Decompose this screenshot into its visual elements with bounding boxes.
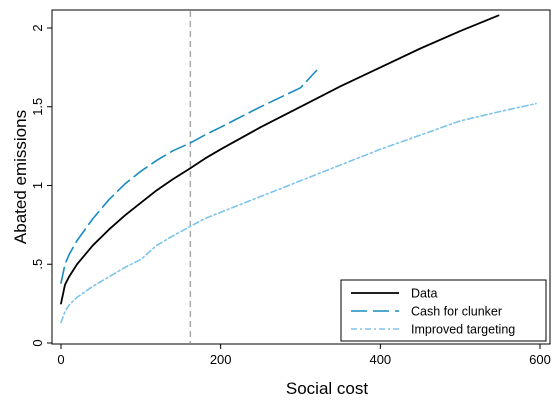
y-tick-label-3: 1.5 [30, 98, 45, 116]
y-axis-title: Abated emissions [11, 110, 30, 244]
y-tick-label-0: 0 [30, 339, 45, 346]
x-tick-label-2: 400 [369, 352, 391, 367]
y-tick-label-2: 1 [30, 182, 45, 189]
series-line-1 [60, 69, 318, 284]
y-tick-label-4: 2 [30, 24, 45, 31]
series-line-0 [60, 14, 500, 305]
x-tick-label-1: 200 [210, 352, 232, 367]
x-tick-label-3: 600 [529, 352, 551, 367]
series-line-2 [60, 102, 537, 324]
axes: 0 200 400 600 0 .5 1 1.5 2 [30, 9, 551, 367]
x-tick-label-0: 0 [57, 352, 64, 367]
y-tick-label-1: .5 [30, 259, 45, 270]
x-axis-title: Social cost [286, 379, 368, 398]
legend-label-0: Data [411, 287, 437, 301]
legend-label-2: Improved targeting [411, 323, 515, 337]
legend: Data Cash for clunker Improved targeting [340, 279, 547, 342]
plot-frame [51, 9, 551, 345]
plot-area [60, 11, 537, 343]
legend-label-1: Cash for clunker [411, 305, 502, 319]
